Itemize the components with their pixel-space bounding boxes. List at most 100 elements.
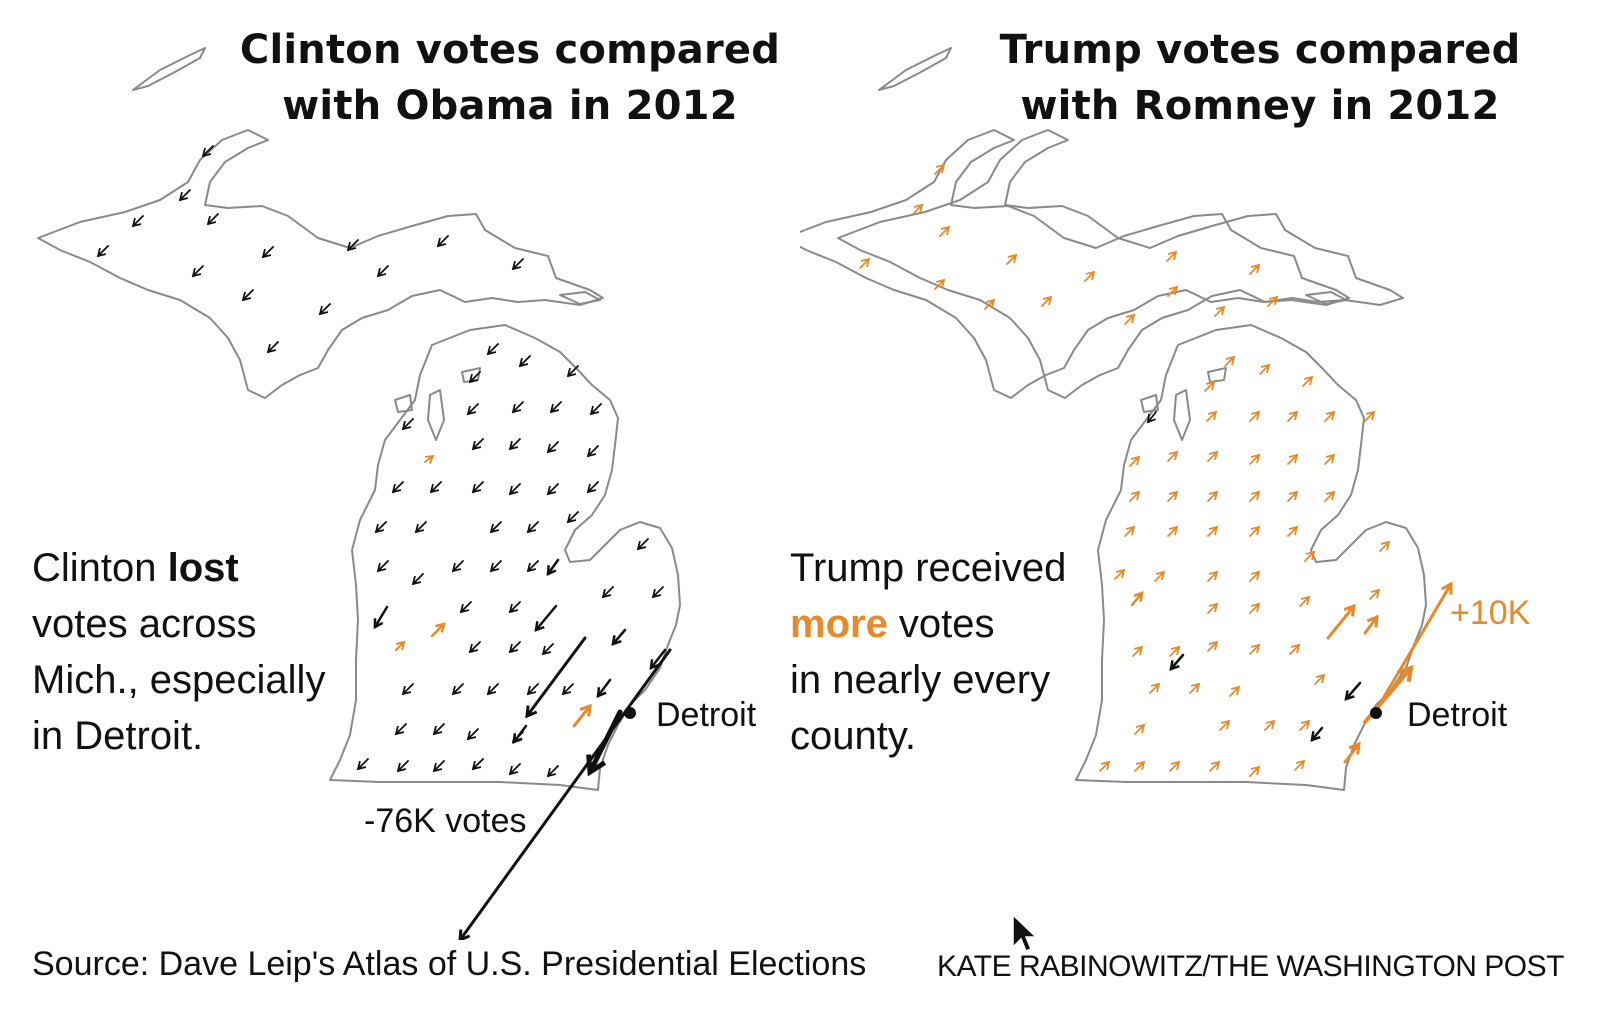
island-outline: [427, 389, 445, 441]
arrow-icon: [511, 401, 524, 414]
arrow-icon: [1169, 645, 1181, 657]
upper-peninsula-outline: [800, 129, 1350, 399]
trump-annotation-line4: county.: [790, 714, 916, 758]
arrow-icon: [468, 641, 481, 654]
lower-peninsula-outline: [1075, 324, 1427, 791]
arrow-icon: [131, 215, 144, 228]
clinton-detroit-label: Detroit: [656, 696, 757, 734]
arrow-icon: [651, 586, 664, 599]
trump-annotation-line3: in nearly every: [790, 658, 1051, 702]
arrow-icon: [1149, 682, 1161, 694]
clinton-panel: Clinton votes compared with Obama in 201…: [0, 0, 800, 940]
arrow-icon: [636, 538, 649, 551]
arrow-icon: [1041, 295, 1053, 307]
arrow-icon: [984, 298, 996, 310]
arrow-icon: [586, 445, 599, 458]
arrow-icon: [1287, 525, 1299, 537]
arrow-icon: [1249, 525, 1261, 537]
arrow-icon: [401, 418, 414, 431]
isle-royale-outline: [878, 47, 952, 91]
arrow-icon: [1259, 363, 1271, 375]
credit-line: KATE RABINOWITZ/THE WASHINGTON POST: [937, 950, 1564, 983]
arrow-icon: [1134, 760, 1146, 772]
arrow-icon: [1302, 375, 1314, 387]
arrow-icon: [546, 441, 559, 454]
arrow-icon: [586, 481, 599, 494]
arrow-icon: [486, 343, 499, 356]
arrow-icon: [1166, 250, 1178, 262]
island-outline: [1140, 394, 1159, 413]
arrow-icon: [459, 601, 472, 614]
arrow-icon: [1229, 685, 1241, 697]
arrow-icon: [1207, 640, 1219, 652]
arrow-icon: [424, 454, 435, 464]
arrow-icon: [1167, 285, 1179, 297]
arrow-icon: [549, 401, 562, 414]
arrow-icon: [1249, 643, 1261, 655]
arrow-icon: [374, 521, 387, 534]
arrow-icon: [1324, 490, 1336, 502]
arrow-icon: [526, 560, 539, 573]
clinton-michigan-map: Detroit -76K votes: [37, 47, 757, 940]
arrow-icon: [1207, 525, 1219, 537]
arrow-icon: [526, 521, 539, 534]
arrow-icon: [1299, 595, 1311, 607]
arrow-icon: [346, 239, 359, 252]
detroit-dot-icon: [1370, 707, 1382, 719]
arrow-icon: [1132, 645, 1144, 657]
clinton-county-arrows: [96, 145, 672, 940]
island-outline: [461, 367, 481, 383]
source-note: Source: Dave Leip's Atlas of U.S. Presid…: [32, 945, 867, 983]
trump-annotation-line2-rest: votes: [887, 602, 995, 646]
arrow-icon: [471, 438, 484, 451]
trump-title-line1: Trump votes compared: [999, 27, 1521, 73]
clinton-annotation: Clinton lost votes across Mich., especia…: [32, 540, 372, 764]
island-outline: [1305, 291, 1347, 305]
arrow-icon: [241, 289, 254, 302]
arrow-icon: [1167, 450, 1179, 462]
detroit-dot-icon: [624, 707, 636, 719]
arrow-icon: [489, 521, 502, 534]
arrow-icon: [432, 760, 445, 773]
clinton-title-line2: with Obama in 2012: [282, 83, 738, 129]
arrow-icon: [1006, 253, 1018, 265]
arrow-icon: [526, 683, 539, 696]
upper-peninsula-outline: [837, 129, 1404, 399]
arrow-icon: [266, 341, 279, 354]
arrow-icon: [1209, 760, 1221, 772]
arrow-icon: [508, 641, 521, 654]
arrow-icon: [178, 189, 191, 202]
trump-largest-change-label: +10K: [1450, 594, 1531, 632]
trump-county-arrows: [859, 163, 1453, 777]
arrow-icon: [486, 683, 499, 696]
arrow-icon: [1207, 602, 1219, 614]
arrow-icon: [1344, 681, 1362, 701]
arrow-icon: [1219, 719, 1231, 731]
clinton-title: Clinton votes compared with Obama in 201…: [230, 22, 790, 134]
arrow-icon: [451, 683, 464, 696]
clinton-annotation-line1: Clinton lost: [32, 540, 372, 596]
arrow-icon: [489, 560, 502, 573]
arrow-icon: [1207, 450, 1219, 462]
arrow-icon: [1249, 263, 1261, 275]
arrow-icon: [546, 483, 559, 496]
arrow-icon: [586, 709, 623, 777]
arrow-icon: [939, 225, 951, 237]
arrow-icon: [508, 601, 521, 614]
island-outline: [559, 291, 601, 305]
arrow-icon: [934, 278, 946, 290]
arrow-icon: [1206, 410, 1218, 422]
arrow-icon: [508, 483, 521, 496]
arrow-icon: [1214, 305, 1226, 317]
arrow-icon: [1099, 760, 1111, 772]
arrow-icon: [589, 403, 602, 416]
arrow-icon: [1154, 570, 1166, 582]
arrow-icon: [1130, 591, 1144, 607]
arrow-icon: [1124, 313, 1136, 325]
arrow-icon: [1249, 602, 1261, 614]
arrow-icon: [601, 586, 614, 599]
arrow-icon: [432, 723, 445, 736]
arrow-icon: [1373, 581, 1453, 714]
arrow-icon: [373, 605, 389, 630]
arrow-icon: [596, 678, 612, 698]
